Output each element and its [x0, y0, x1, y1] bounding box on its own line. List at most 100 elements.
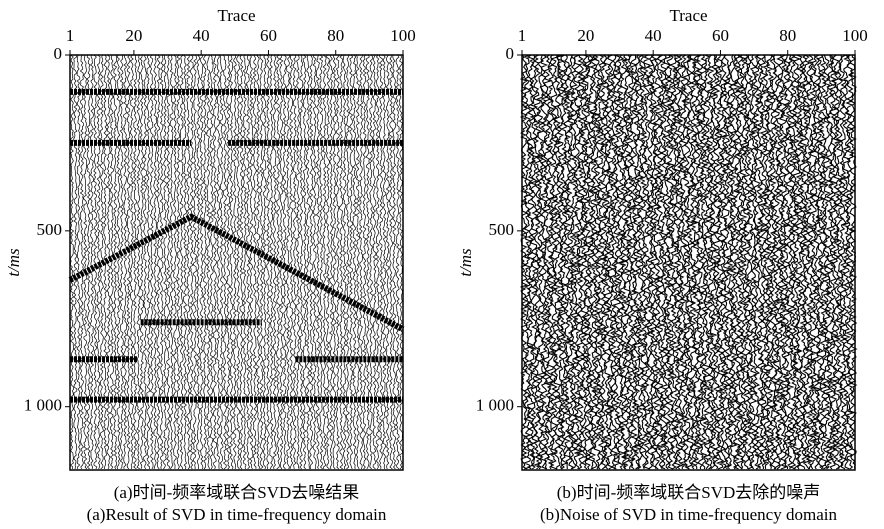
trace-wiggle	[522, 54, 532, 470]
trace-wiggle	[642, 54, 652, 470]
trace-wiggle	[345, 54, 350, 470]
trace-wiggle	[312, 54, 317, 470]
trace-wiggle	[196, 54, 201, 470]
trace-wiggle	[805, 54, 815, 470]
trace-wiggle	[395, 54, 400, 470]
trace-wiggle	[615, 54, 625, 470]
trace-wiggle	[73, 54, 78, 470]
trace-wiggle	[126, 54, 131, 470]
x-tick-label: 80	[779, 26, 796, 45]
trace-wiggle	[322, 54, 327, 470]
trace-wiggle	[602, 54, 612, 470]
trace-wiggle	[729, 54, 738, 470]
trace-wiggle	[289, 54, 294, 470]
trace-wiggle	[808, 54, 818, 470]
trace-wiggle	[392, 54, 397, 470]
trace-wiggle	[255, 54, 261, 470]
trace-wiggle	[782, 54, 791, 470]
trace-wiggle	[139, 54, 144, 470]
plot-frame	[521, 54, 856, 471]
trace-wiggle	[669, 54, 678, 470]
trace-wiggle	[629, 54, 639, 470]
trace-wiggle	[532, 54, 542, 470]
x-tick-label: 40	[193, 26, 210, 45]
x-tick-label: 20	[577, 26, 594, 45]
trace-wiggle	[245, 54, 251, 470]
caption-en: (b)Noise of SVD in time-frequency domain	[540, 505, 837, 524]
trace-wiggle	[176, 54, 181, 470]
x-tick-label: 100	[390, 26, 416, 45]
trace-wiggle	[305, 54, 311, 470]
trace-wiggle	[778, 54, 789, 470]
trace-wiggle	[169, 54, 174, 470]
trace-wiggle	[179, 54, 185, 470]
trace-wiggle	[652, 54, 662, 470]
caption-cn: (a)时间-频率域联合SVD去噪结果	[114, 483, 360, 502]
trace-wiggle	[239, 54, 244, 470]
trace-wiggle	[549, 54, 559, 470]
trace-wiggle	[132, 54, 138, 470]
trace-wiggle	[375, 54, 380, 470]
trace-wiggle	[745, 54, 755, 470]
trace-wiggle	[385, 54, 390, 470]
trace-wiggle	[798, 54, 808, 470]
trace-wiggle	[575, 54, 585, 470]
trace-wiggle	[202, 54, 208, 470]
trace-wiggle	[732, 54, 742, 470]
trace-wiggle	[526, 54, 535, 470]
trace-wiggle	[698, 54, 709, 470]
trace-wiggle	[129, 54, 134, 470]
trace-wiggle	[519, 54, 529, 470]
trace-wiggle	[76, 54, 81, 470]
trace-wiggle	[609, 54, 619, 470]
trace-wiggle	[318, 54, 324, 470]
trace-wiggle	[841, 54, 851, 470]
trace-wiggle	[572, 54, 582, 470]
trace-wiggle	[86, 54, 91, 470]
y-tick-label: 1 000	[24, 396, 62, 415]
x-tick-label: 100	[842, 26, 868, 45]
trace-wiggle	[192, 54, 198, 469]
trace-wiggle	[735, 54, 745, 470]
trace-wiggle	[606, 54, 615, 470]
y-tick-label: 0	[54, 44, 63, 63]
trace-wiggle	[352, 54, 357, 470]
trace-wiggle	[682, 54, 692, 470]
trace-wiggle	[69, 54, 75, 470]
trace-wiggle	[586, 54, 596, 470]
trace-wiggle	[649, 54, 658, 470]
trace-wiggle	[612, 54, 622, 470]
x-tick-label: 60	[712, 26, 729, 45]
trace-wiggle	[299, 54, 304, 470]
trace-wiggle	[329, 54, 334, 470]
trace-wiggle	[83, 54, 88, 470]
trace-wiggle	[89, 54, 95, 470]
trace-wiggle	[113, 54, 118, 470]
trace-wiggle	[325, 54, 330, 470]
y-axis-label: t/ms	[456, 248, 475, 277]
trace-wiggle	[552, 54, 562, 470]
trace-wiggle	[785, 54, 795, 470]
trace-wiggle	[226, 54, 231, 470]
trace-wiggle	[339, 54, 344, 470]
trace-wiggle	[189, 54, 194, 470]
trace-wiggle	[545, 54, 556, 470]
trace-wiggle	[358, 54, 364, 470]
y-tick-label: 0	[506, 44, 515, 63]
trace-wiggle	[635, 54, 645, 470]
trace-wiggle	[695, 54, 705, 470]
trace-wiggle	[589, 54, 599, 470]
trace-wiggle	[705, 54, 715, 470]
trace-wiggle	[199, 54, 204, 470]
trace-wiggle	[622, 54, 632, 469]
trace-wiggle	[738, 54, 749, 470]
trace-wiggle	[166, 54, 171, 470]
trace-wiggle	[116, 54, 121, 470]
trace-wiggle	[159, 54, 164, 470]
y-tick-label: 500	[37, 220, 63, 239]
trace-wiggle	[569, 54, 578, 470]
trace-wiggle	[349, 54, 354, 470]
trace-wiggle	[206, 54, 211, 470]
trace-wiggle	[362, 54, 367, 470]
trace-wiggle	[795, 54, 805, 470]
